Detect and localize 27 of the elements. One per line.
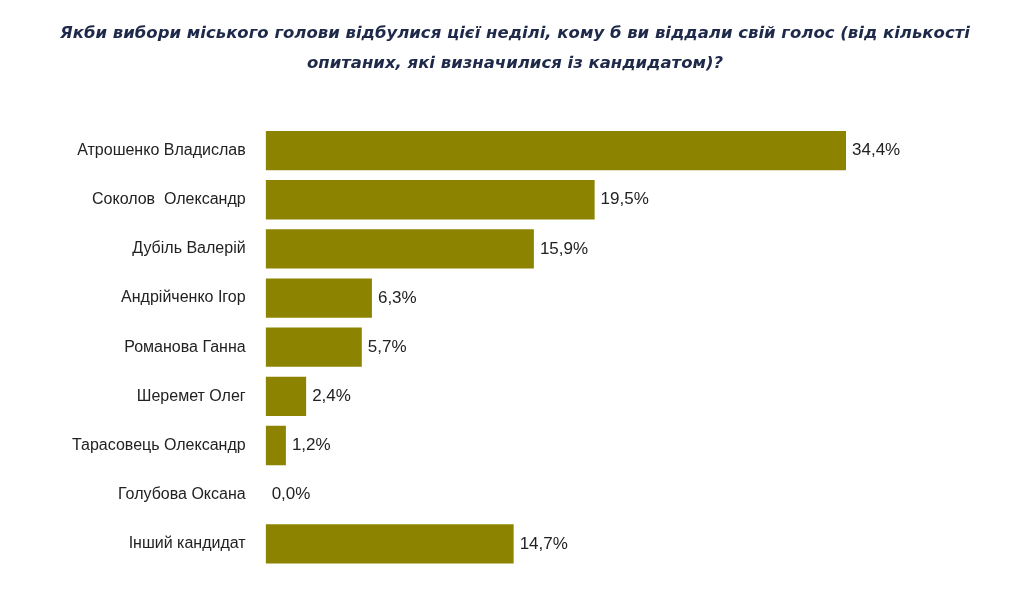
data-label: 34,4% (852, 140, 901, 160)
data-label: 15,9% (539, 238, 589, 258)
bar (265, 229, 534, 269)
y-tick-label: Дубіль Валерій (132, 239, 246, 257)
y-tick-label: Інший кандидат (128, 534, 247, 552)
data-label: 0,0% (271, 484, 311, 504)
bar (265, 524, 514, 564)
y-tick-label: Соколов Олександр (92, 190, 246, 208)
y-tick-label: Атрошенко Владислав (77, 140, 246, 158)
y-tick-label: Андрійченко Ігор (121, 288, 246, 306)
data-label: 1,2% (291, 435, 331, 455)
y-tick-label: Голубова Оксана (118, 485, 246, 503)
data-label: 2,4% (312, 386, 351, 406)
data-label: 19,5% (600, 189, 649, 209)
bar (265, 425, 286, 466)
bar (265, 376, 307, 417)
bar (265, 327, 362, 367)
y-tick-label: Шеремет Олег (136, 386, 246, 404)
chart-title: Якби вибори міського голови відбулися цієї неділі, кому б ви віддали свій голос (від кількості опитаних, які визначилися із кандидатом)? (59, 22, 971, 74)
bar (265, 130, 846, 171)
data-label: 5,7% (367, 336, 407, 356)
y-tick-label: Романова Ганна (124, 337, 246, 355)
bar (265, 278, 372, 318)
data-label: 14,7% (519, 533, 568, 553)
y-tick-label: Тарасовець Олександр (72, 435, 246, 453)
data-label: 6,3% (377, 287, 417, 307)
bar (265, 180, 595, 220)
